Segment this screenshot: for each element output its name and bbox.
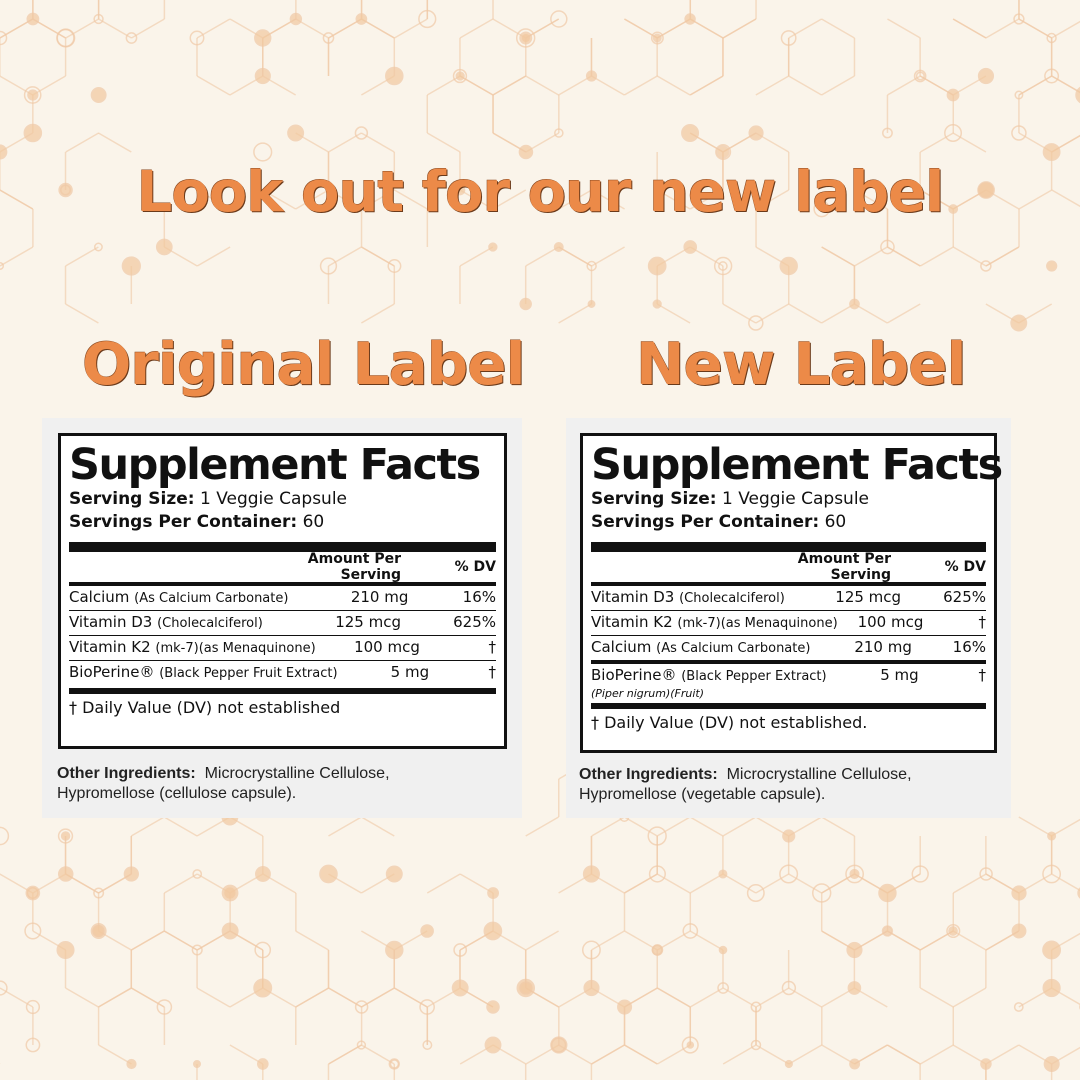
- divider: [69, 688, 496, 694]
- divider: [591, 635, 986, 636]
- servings-per-container: Servings Per Container: 60: [69, 512, 325, 532]
- divider: [69, 660, 496, 661]
- facts-title: Supplement Facts: [591, 440, 1003, 490]
- new-supplement-facts: Supplement Facts Serving Size: 1 Veggie …: [580, 433, 1003, 753]
- original-label-title: Original Label: [82, 330, 526, 398]
- table-row: Vitamin D3 (Cholecalciferol) 125 mcg 625%: [69, 613, 496, 631]
- table-row: Vitamin K2 (mk-7)(as Menaquinone) 100 mcg…: [591, 613, 986, 631]
- serving-size: Serving Size: 1 Veggie Capsule: [69, 489, 348, 509]
- table-row: BioPerine® (Black Pepper Extract) (Piper …: [591, 666, 986, 700]
- table-row: Vitamin D3 (Cholecalciferol) 125 mcg 625%: [591, 588, 986, 606]
- table-row: Vitamin K2 (mk-7)(as Menaquinone) 100 mcg…: [69, 638, 496, 656]
- divider: [69, 582, 496, 586]
- table-row: Calcium (As Calcium Carbonate) 210 mg 16%: [591, 638, 986, 656]
- divider: [69, 610, 496, 611]
- serving-size: Serving Size: 1 Veggie Capsule: [591, 489, 870, 509]
- original-supplement-facts: Supplement Facts Serving Size: 1 Veggie …: [58, 433, 507, 749]
- divider: [591, 610, 986, 611]
- table-header: Amount Per Serving% DV: [307, 551, 496, 583]
- footnote: † Daily Value (DV) not established: [69, 698, 341, 717]
- footnote: † Daily Value (DV) not established.: [591, 713, 868, 732]
- table-header: Amount Per Serving% DV: [797, 551, 986, 583]
- table-row: Calcium (As Calcium Carbonate) 210 mg 16%: [69, 588, 496, 606]
- divider: [591, 582, 986, 586]
- new-label-title: New Label: [636, 330, 966, 398]
- page-heading: Look out for our new label: [136, 160, 945, 225]
- servings-per-container: Servings Per Container: 60: [591, 512, 847, 532]
- facts-title: Supplement Facts: [69, 440, 481, 490]
- divider: [69, 635, 496, 636]
- divider: [591, 660, 986, 664]
- table-row: BioPerine® (Black Pepper Fruit Extract) 5…: [69, 663, 496, 681]
- divider: [591, 703, 986, 709]
- original-other-ingredients: Other Ingredients: Microcrystalline Cell…: [57, 765, 390, 802]
- divider: [69, 542, 496, 552]
- divider: [591, 542, 986, 552]
- new-other-ingredients: Other Ingredients: Microcrystalline Cell…: [579, 766, 912, 803]
